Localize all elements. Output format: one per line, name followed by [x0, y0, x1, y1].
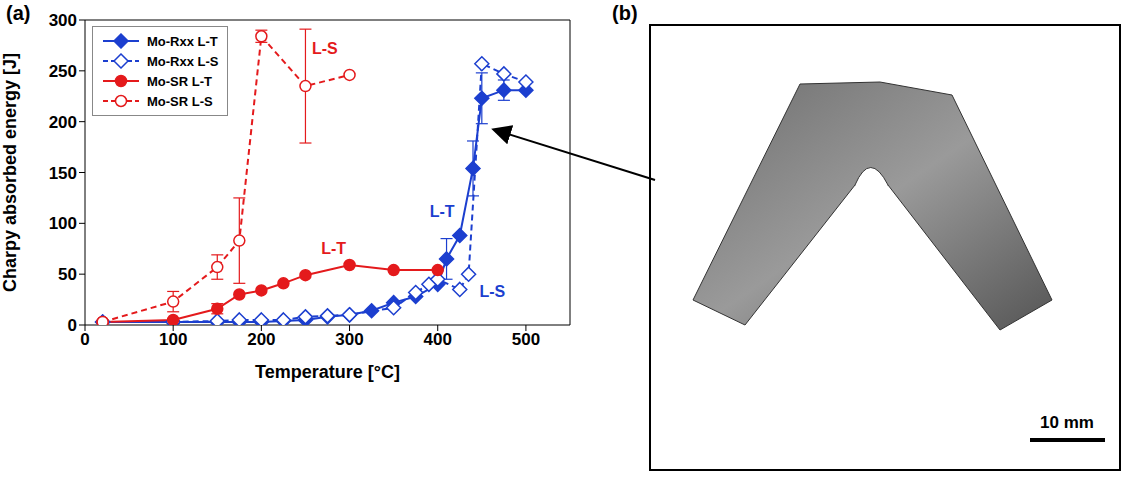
html-text:Mo-SR L-T: Mo-SR L-T — [147, 73, 212, 89]
svg-text:0: 0 — [80, 330, 89, 349]
html-text:(b): (b) — [612, 2, 638, 24]
html-text:Mo-SR L-S: Mo-SR L-S — [147, 93, 213, 109]
html-text:Mo-Rxx L-T: Mo-Rxx L-T — [147, 33, 218, 49]
svg-text:10 mm: 10 mm — [1040, 413, 1094, 432]
svg-text:L-S: L-S — [480, 283, 506, 300]
svg-text:200: 200 — [247, 330, 275, 349]
svg-text:250: 250 — [49, 62, 77, 81]
svg-text:150: 150 — [49, 164, 77, 183]
svg-text:L-T: L-T — [430, 203, 455, 220]
svg-text:300: 300 — [335, 330, 363, 349]
svg-text:L-S: L-S — [312, 40, 338, 57]
svg-text:L-T: L-T — [321, 240, 346, 257]
svg-text:Temperature [°C]: Temperature [°C] — [255, 362, 400, 382]
svg-text:300: 300 — [49, 11, 77, 30]
svg-text:100: 100 — [159, 330, 187, 349]
svg-text:50: 50 — [58, 265, 77, 284]
svg-text:100: 100 — [49, 214, 77, 233]
svg-text:400: 400 — [424, 330, 452, 349]
svg-text:500: 500 — [512, 330, 540, 349]
svg-text:200: 200 — [49, 113, 77, 132]
html-text:(a): (a) — [6, 2, 31, 24]
svg-text:0: 0 — [68, 316, 77, 335]
html-text:Mo-Rxx L-S: Mo-Rxx L-S — [147, 53, 219, 69]
svg-text:Charpy absorbed energy [J]: Charpy absorbed energy [J] — [0, 53, 20, 292]
